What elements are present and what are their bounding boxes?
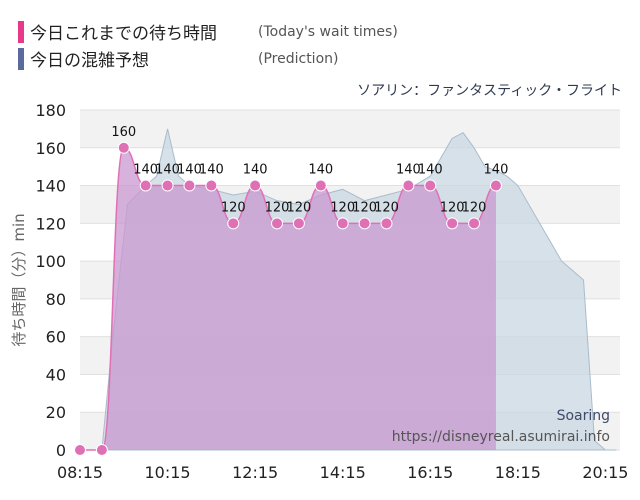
data-label: 140	[133, 163, 158, 178]
data-label: 140	[308, 163, 333, 178]
y-tick-label: 160	[35, 139, 66, 158]
y-tick-label: 120	[35, 214, 66, 233]
y-tick-label: 180	[35, 101, 66, 120]
y-tick-label: 0	[56, 441, 66, 460]
data-label: 160	[111, 125, 136, 140]
data-label: 120	[330, 200, 355, 215]
data-point	[249, 179, 262, 192]
x-tick-label: 10:15	[145, 463, 191, 482]
data-label: 140	[177, 163, 202, 178]
legend-item-actual: 今日これまでの待ち時間 (Today's wait times)	[18, 18, 438, 45]
data-label: 120	[440, 200, 465, 215]
x-tick-label: 20:15	[582, 463, 628, 482]
legend-label-prediction-en: (Prediction)	[258, 50, 339, 67]
y-tick-label: 140	[35, 177, 66, 196]
data-point	[336, 217, 349, 230]
actual-points	[74, 141, 502, 456]
plot-band	[80, 110, 620, 148]
watermark-url: https://disneyreal.asumirai.info	[392, 429, 610, 445]
data-point	[380, 217, 393, 230]
data-point	[358, 217, 371, 230]
data-label: 140	[418, 163, 443, 178]
y-axis-label: 待ち時間（分）min	[10, 213, 28, 346]
data-label: 120	[462, 200, 487, 215]
legend-swatch-actual	[18, 20, 24, 43]
data-point	[227, 217, 240, 230]
x-tick-label: 12:15	[232, 463, 278, 482]
legend-item-prediction: 今日の混雑予想 (Prediction)	[18, 45, 438, 72]
data-labels: 1601401401401401201401201201401201201201…	[111, 125, 508, 216]
x-tick-label: 16:15	[407, 463, 453, 482]
data-point	[446, 217, 459, 230]
data-label: 120	[374, 200, 399, 215]
data-label: 120	[221, 200, 246, 215]
data-label: 140	[243, 163, 268, 178]
data-point	[271, 217, 284, 230]
y-tick-label: 60	[46, 328, 66, 347]
data-point	[424, 179, 437, 192]
data-label: 120	[352, 200, 377, 215]
legend-label-actual: 今日これまでの待ち時間	[30, 24, 217, 44]
legend-swatch-prediction	[18, 47, 24, 70]
y-axis-ticks: 0 20 40 60 80 100 120 140 160 180	[35, 101, 66, 460]
data-point	[402, 179, 415, 192]
data-label: 120	[287, 200, 312, 215]
data-point	[205, 179, 218, 192]
chart-subtitle: ソアリン：ファンタスティック・フライト	[357, 83, 622, 99]
data-point	[161, 179, 174, 192]
y-tick-label: 100	[35, 252, 66, 271]
data-label: 140	[199, 163, 224, 178]
data-point	[292, 217, 305, 230]
data-label: 140	[484, 163, 509, 178]
x-axis-ticks: 08:15 10:15 12:15 14:15 16:15 18:15 20:15	[57, 463, 629, 482]
data-point	[183, 179, 196, 192]
data-point	[314, 179, 327, 192]
data-label: 120	[265, 200, 290, 215]
x-tick-label: 08:15	[57, 463, 103, 482]
data-point	[74, 444, 86, 456]
y-tick-label: 40	[46, 365, 66, 384]
y-tick-label: 20	[46, 403, 66, 422]
data-point	[117, 141, 130, 154]
legend: 今日これまでの待ち時間 (Today's wait times) 今日の混雑予想…	[18, 18, 438, 72]
x-tick-label: 14:15	[320, 463, 366, 482]
data-point	[95, 444, 108, 456]
legend-label-actual-en: (Today's wait times)	[258, 23, 398, 40]
data-point	[468, 217, 481, 230]
data-label: 140	[396, 163, 421, 178]
y-tick-label: 80	[46, 290, 66, 309]
x-tick-label: 18:15	[495, 463, 541, 482]
watermark-title: Soaring	[557, 408, 610, 424]
data-point	[139, 179, 152, 192]
data-point	[489, 179, 502, 192]
data-label: 140	[155, 163, 180, 178]
legend-label-prediction: 今日の混雑予想	[30, 51, 149, 71]
